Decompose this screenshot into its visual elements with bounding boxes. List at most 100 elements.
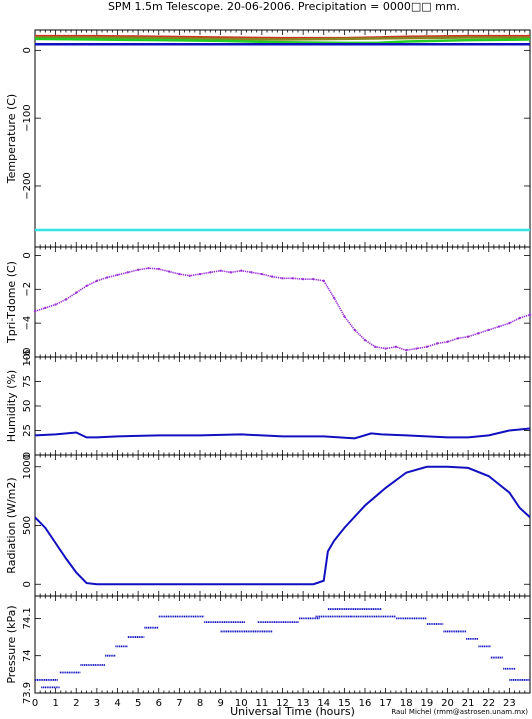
series-2-line — [35, 36, 530, 41]
data-point — [477, 332, 480, 335]
data-point — [178, 272, 181, 276]
panel-1: 0 −100 −200 Temperature (C) — [5, 29, 531, 248]
x-tick-label: 23 — [503, 698, 516, 709]
panel-4: 0 500 1000 Radiation (W/m2) — [5, 454, 531, 597]
panel-2: 0 −2 −4 −6 Tpri-Tdome (C) — [5, 246, 532, 365]
x-tick-label: 7 — [176, 698, 182, 709]
y-tick-label: −200 — [22, 172, 33, 199]
data-point — [116, 273, 119, 277]
x-tick-label: 9 — [217, 698, 223, 709]
y-tick-label: 100 — [22, 347, 33, 366]
data-point — [157, 267, 160, 271]
x-tick-label: 19 — [421, 698, 434, 709]
y-tick-label: 74 — [22, 649, 33, 662]
data-point — [95, 279, 99, 283]
x-tick-label: 22 — [482, 698, 495, 709]
data-point — [301, 277, 305, 281]
panel-frame — [34, 246, 531, 358]
data-point — [64, 298, 68, 301]
series-3-line — [34, 37, 531, 45]
data-point — [353, 328, 356, 332]
data-point — [270, 275, 274, 278]
x-tick-label: 0 — [32, 698, 38, 709]
panel-frame — [34, 356, 531, 456]
data-point — [405, 349, 408, 352]
data-point — [456, 337, 460, 340]
data-point — [219, 269, 222, 272]
data-point — [508, 321, 511, 325]
data-point — [487, 328, 490, 332]
x-tick-label: 10 — [235, 698, 248, 709]
x-tick-label: 8 — [197, 698, 203, 709]
data-point — [54, 303, 57, 306]
y-axis-label: Tpri-Tdome (C) — [5, 261, 18, 344]
data-point — [528, 313, 532, 316]
y-tick-label: −4 — [22, 316, 33, 331]
y-tick-label: 0 — [22, 47, 33, 53]
data-point — [147, 266, 150, 270]
data-point — [343, 315, 346, 318]
y-tick-label: 74.1 — [22, 607, 33, 629]
x-tick-label: 18 — [400, 698, 413, 709]
x-tick-label: 11 — [256, 698, 269, 709]
data-point — [281, 277, 284, 280]
x-tick-label: 13 — [297, 698, 310, 709]
data-point — [136, 268, 140, 272]
data-point — [446, 340, 449, 343]
data-point — [198, 272, 202, 276]
data-point — [33, 310, 37, 313]
panel-frame — [34, 29, 531, 248]
y-tick-label: 0 — [22, 252, 33, 258]
panel-frame — [34, 454, 531, 597]
x-tick-label: 14 — [317, 698, 330, 709]
y-axis-label: Humidity (%) — [5, 370, 18, 442]
data-point — [322, 279, 325, 283]
y-tick-label: 1000 — [22, 454, 33, 479]
series-1-line — [35, 34, 530, 40]
series-1-line — [34, 465, 531, 586]
data-point — [240, 269, 243, 272]
y-tick-label: 25 — [22, 424, 33, 437]
y-tick-label: −6 — [22, 350, 33, 365]
y-axis-label: Temperature (C) — [5, 94, 18, 184]
series-1-line — [34, 427, 531, 440]
x-tick-label: 16 — [359, 698, 372, 709]
data-point — [332, 296, 336, 299]
data-point — [44, 306, 47, 310]
data-point — [435, 342, 439, 345]
y-tick-label: 73.9 — [22, 682, 33, 704]
y-tick-label: 500 — [22, 516, 33, 535]
x-tick-label: 2 — [73, 698, 79, 709]
x-tick-label: 21 — [462, 698, 475, 709]
data-point — [384, 347, 387, 350]
y-tick-label: 75 — [22, 375, 33, 388]
y-tick-label: −2 — [22, 282, 33, 297]
y-tick-label: 0 — [22, 581, 33, 587]
series-1-trace — [34, 267, 531, 352]
x-tick-label: 1 — [52, 698, 58, 709]
data-point — [363, 338, 367, 342]
data-point — [291, 277, 295, 280]
data-point — [167, 270, 171, 273]
y-tick-label: 50 — [22, 400, 33, 413]
data-point — [229, 271, 233, 274]
chart-title: SPM 1.5m Telescope. 20-06-2006. Precipit… — [108, 0, 460, 13]
y-axis-label: Radiation (W/m2) — [5, 477, 18, 573]
panel-frame — [34, 595, 531, 694]
y-tick-label: 0 — [22, 452, 33, 458]
y-tick-label: −100 — [22, 104, 33, 131]
x-tick-label: 4 — [114, 698, 120, 709]
data-point — [394, 345, 398, 349]
x-tick-label: 15 — [338, 698, 351, 709]
x-tick-label: 3 — [94, 698, 100, 709]
data-point — [466, 335, 470, 338]
data-point — [374, 345, 377, 349]
data-point — [188, 274, 191, 277]
x-tick-label: 17 — [379, 698, 392, 709]
x-tick-label: 12 — [276, 698, 289, 709]
x-tick-label: 20 — [441, 698, 454, 709]
data-point — [209, 271, 212, 274]
data-point — [126, 271, 130, 274]
